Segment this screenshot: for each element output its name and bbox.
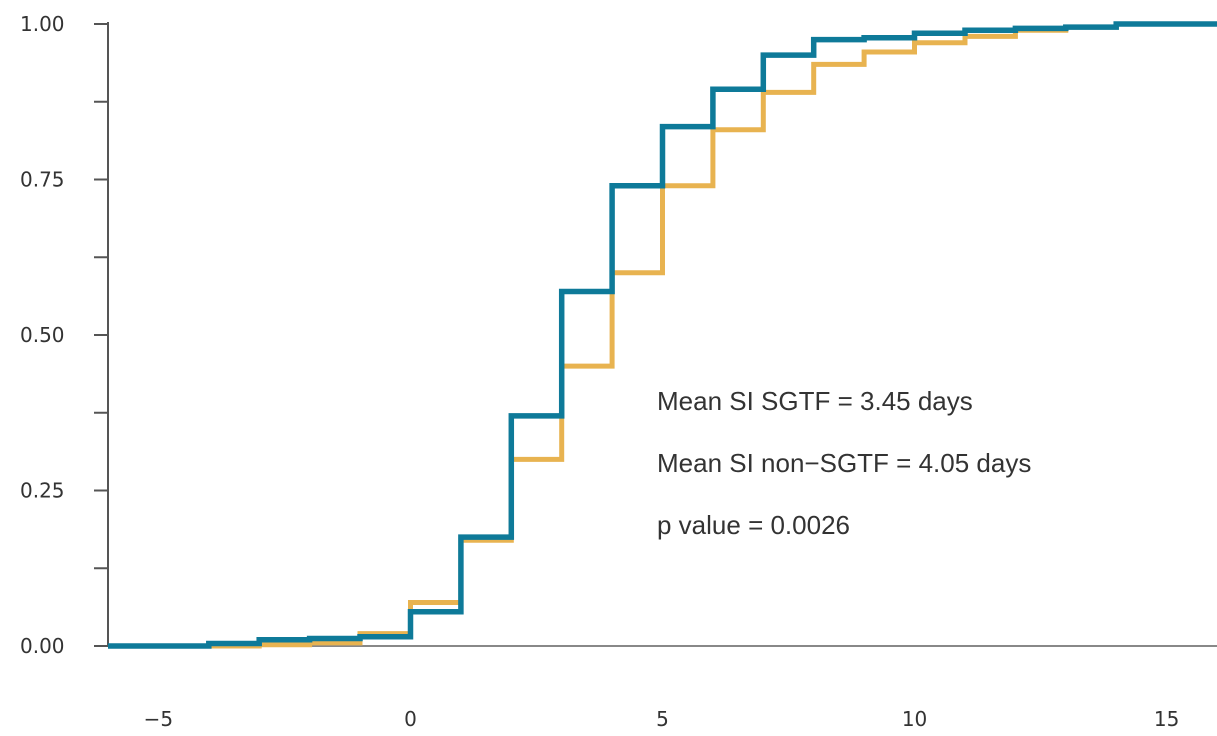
annotation-mean-non-sgtf: Mean SI non−SGTF = 4.05 days [657, 448, 1031, 478]
x-tick-label: −5 [144, 707, 173, 731]
x-tick-label: 10 [902, 707, 927, 731]
series-line-1 [108, 21, 1217, 649]
y-tick-label: 0.00 [20, 634, 65, 658]
x-tick-label: 15 [1154, 707, 1179, 731]
y-tick-label: 0.75 [20, 168, 65, 192]
axes: 0.00 0.25 0.50 0.75 1.00 −5 0 5 10 15 [20, 12, 1217, 731]
y-tick-label: 1.00 [20, 12, 65, 36]
x-tick-label: 5 [656, 707, 669, 731]
annotation-p-value: p value = 0.0026 [657, 510, 850, 540]
y-tick-label: 0.25 [20, 479, 65, 503]
annotation-mean-sgtf: Mean SI SGTF = 3.45 days [657, 386, 973, 416]
series-layer [108, 21, 1217, 649]
series-line-2 [108, 21, 1217, 649]
x-tick-label: 0 [404, 707, 417, 731]
y-tick-label: 0.50 [20, 323, 65, 347]
annotations: Mean SI SGTF = 3.45 days Mean SI non−SGT… [657, 386, 1031, 540]
